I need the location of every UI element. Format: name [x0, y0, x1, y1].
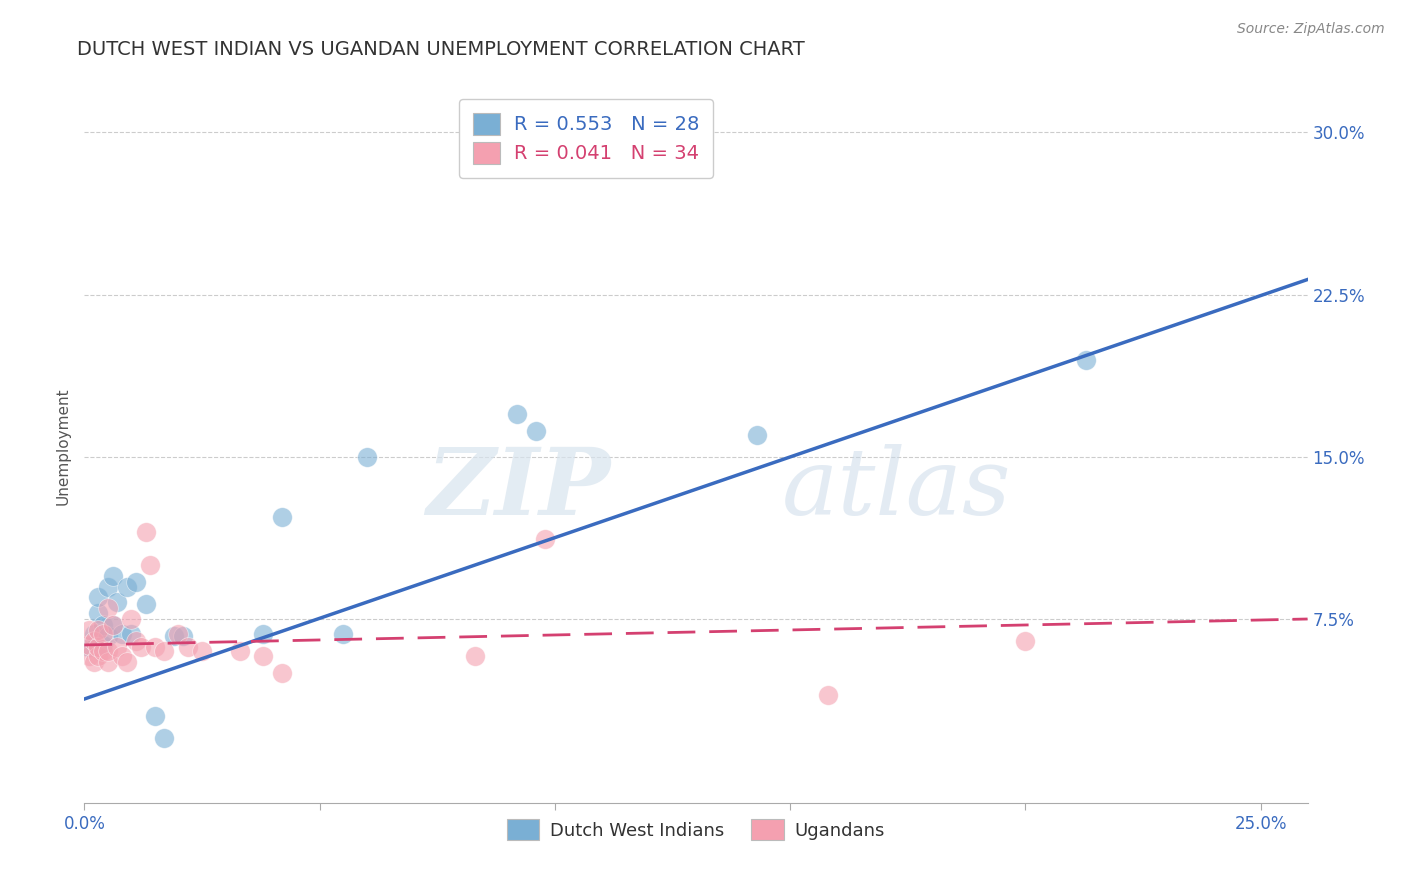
Point [97, 629, 120, 643]
Point [77, 640, 100, 654]
Point [252, 648, 274, 663]
Point [524, 424, 547, 438]
Text: atlas: atlas [782, 444, 1011, 533]
Point [101, 618, 124, 632]
Point [191, 644, 214, 658]
Text: ZIP: ZIP [426, 444, 610, 533]
Point [163, 629, 186, 643]
Point [356, 450, 378, 464]
Point [87, 640, 110, 654]
Point [129, 640, 152, 654]
Point [252, 627, 274, 641]
Point [143, 640, 166, 654]
Point [97, 644, 120, 658]
Point [139, 558, 162, 572]
Point [125, 575, 148, 590]
Point [101, 618, 124, 632]
Text: Source: ZipAtlas.com: Source: ZipAtlas.com [1237, 22, 1385, 37]
Point [101, 568, 124, 582]
Point [91, 644, 114, 658]
Point [115, 655, 138, 669]
Point [97, 655, 120, 669]
Point [817, 688, 839, 702]
Point [747, 428, 769, 442]
Legend: Dutch West Indians, Ugandans: Dutch West Indians, Ugandans [499, 812, 893, 847]
Point [111, 648, 134, 663]
Point [506, 407, 529, 421]
Point [87, 648, 110, 663]
Point [87, 591, 110, 605]
Point [120, 612, 142, 626]
Point [105, 640, 128, 654]
Point [271, 666, 294, 681]
Point [534, 532, 557, 546]
Point [87, 606, 110, 620]
Point [1076, 352, 1098, 367]
Point [115, 580, 138, 594]
Y-axis label: Unemployment: Unemployment [55, 387, 70, 505]
Point [97, 580, 120, 594]
Point [228, 644, 250, 658]
Point [125, 633, 148, 648]
Point [83, 627, 105, 641]
Point [83, 655, 105, 669]
Point [177, 640, 200, 654]
Point [153, 644, 176, 658]
Point [1014, 633, 1036, 648]
Point [77, 648, 100, 663]
Point [87, 623, 110, 637]
Point [271, 510, 294, 524]
Point [91, 627, 114, 641]
Point [91, 618, 114, 632]
Point [135, 597, 157, 611]
Point [77, 623, 100, 637]
Point [167, 627, 190, 641]
Point [77, 638, 100, 652]
Point [83, 633, 105, 648]
Text: DUTCH WEST INDIAN VS UGANDAN UNEMPLOYMENT CORRELATION CHART: DUTCH WEST INDIAN VS UGANDAN UNEMPLOYMEN… [77, 40, 806, 59]
Point [135, 525, 157, 540]
Point [464, 648, 486, 663]
Point [143, 709, 166, 723]
Point [91, 638, 114, 652]
Point [105, 595, 128, 609]
Point [120, 627, 142, 641]
Point [172, 629, 194, 643]
Point [111, 627, 134, 641]
Point [332, 627, 354, 641]
Point [97, 601, 120, 615]
Point [153, 731, 176, 745]
